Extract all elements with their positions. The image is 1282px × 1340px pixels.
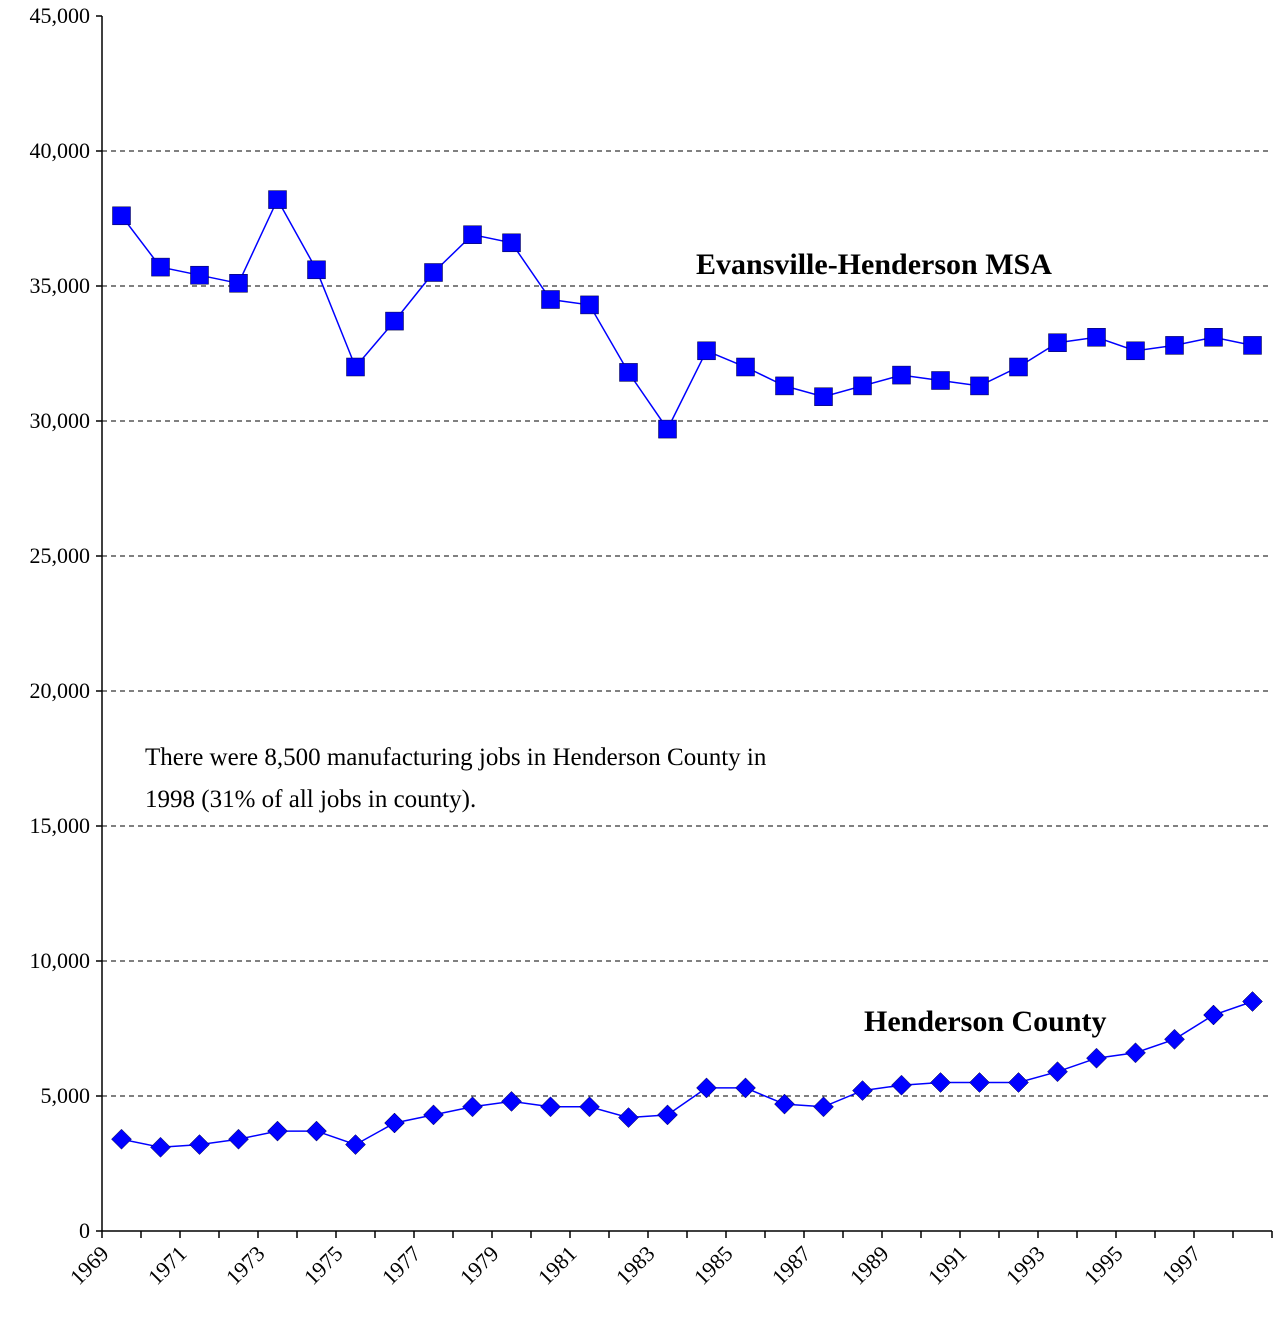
x-tick-label: 1973 (221, 1241, 270, 1290)
marker (150, 1136, 171, 1158)
marker (189, 1134, 210, 1155)
y-tick-label: 30,000 (30, 408, 91, 433)
y-tick-label: 35,000 (30, 273, 91, 298)
annotation: 1998 (31% of all jobs in county). (145, 786, 476, 813)
marker (1047, 1061, 1068, 1083)
marker (384, 1112, 405, 1134)
marker (619, 363, 638, 382)
x-tick-label: 1991 (923, 1241, 972, 1290)
y-tick-label: 45,000 (30, 3, 91, 28)
marker (1243, 336, 1262, 355)
x-tick-label: 1977 (377, 1241, 426, 1290)
marker (1204, 328, 1223, 347)
marker (1125, 1042, 1146, 1064)
x-tick-label: 1989 (845, 1241, 894, 1290)
marker (346, 357, 365, 377)
marker (814, 387, 833, 406)
marker (736, 357, 755, 377)
marker (579, 1096, 600, 1118)
marker (1008, 1072, 1029, 1093)
marker (111, 1128, 132, 1150)
marker (151, 257, 170, 277)
x-tick-label: 1987 (767, 1241, 816, 1290)
marker (463, 225, 482, 244)
x-tick-label: 1983 (611, 1241, 660, 1290)
marker (462, 1096, 483, 1118)
y-tick-label: 0 (79, 1218, 90, 1243)
marker (229, 274, 248, 293)
x-tick-label: 1979 (455, 1241, 504, 1290)
marker (267, 1120, 288, 1142)
x-tick-label: 1969 (65, 1241, 114, 1290)
marker (423, 1104, 444, 1126)
marker (307, 260, 326, 280)
marker (1009, 357, 1028, 377)
y-tick-label: 40,000 (30, 138, 91, 163)
marker (306, 1120, 327, 1142)
marker (891, 1074, 912, 1096)
x-tick-label: 1975 (299, 1241, 348, 1290)
x-tick-label: 1985 (689, 1241, 738, 1290)
marker (112, 206, 131, 226)
marker (541, 290, 560, 309)
marker (618, 1107, 639, 1128)
x-tick-label: 1997 (1157, 1241, 1206, 1290)
marker (1242, 991, 1263, 1012)
series-label: Henderson County (864, 1005, 1107, 1038)
marker (970, 376, 989, 396)
marker (424, 263, 443, 282)
marker (1086, 1047, 1107, 1069)
y-tick-label: 15,000 (30, 813, 91, 838)
marker (190, 265, 209, 285)
x-tick-label: 1993 (1001, 1241, 1050, 1290)
x-tick-label: 1971 (143, 1241, 192, 1290)
marker (501, 1091, 522, 1112)
marker (1164, 1028, 1185, 1050)
annotation: There were 8,500 manufacturing jobs in H… (145, 744, 767, 771)
marker (775, 376, 794, 396)
marker (813, 1096, 834, 1118)
marker (1087, 328, 1106, 347)
marker (969, 1072, 990, 1093)
marker (228, 1128, 249, 1150)
marker (268, 190, 287, 209)
marker (385, 311, 404, 331)
marker (696, 1077, 717, 1099)
marker (345, 1134, 366, 1155)
x-tick-label: 1981 (533, 1241, 582, 1290)
marker (1203, 1004, 1224, 1026)
marker (931, 371, 950, 390)
series-label: Evansville-Henderson MSA (696, 248, 1052, 281)
marker (853, 376, 872, 396)
marker (657, 1104, 678, 1126)
series-line (120, 197, 1253, 431)
marker (892, 365, 911, 385)
marker (502, 233, 521, 253)
marker (1126, 341, 1145, 361)
marker (580, 295, 599, 315)
marker (852, 1080, 873, 1101)
marker (1165, 336, 1184, 355)
y-tick-label: 5,000 (41, 1083, 91, 1108)
marker (1048, 333, 1067, 352)
y-tick-label: 20,000 (30, 678, 91, 703)
marker (774, 1093, 795, 1115)
marker (658, 419, 677, 439)
marker (735, 1077, 756, 1099)
marker (930, 1072, 951, 1093)
marker (697, 341, 716, 361)
marker (540, 1096, 561, 1118)
y-tick-label: 25,000 (30, 543, 91, 568)
y-tick-label: 10,000 (30, 948, 91, 973)
x-tick-label: 1995 (1079, 1241, 1128, 1290)
